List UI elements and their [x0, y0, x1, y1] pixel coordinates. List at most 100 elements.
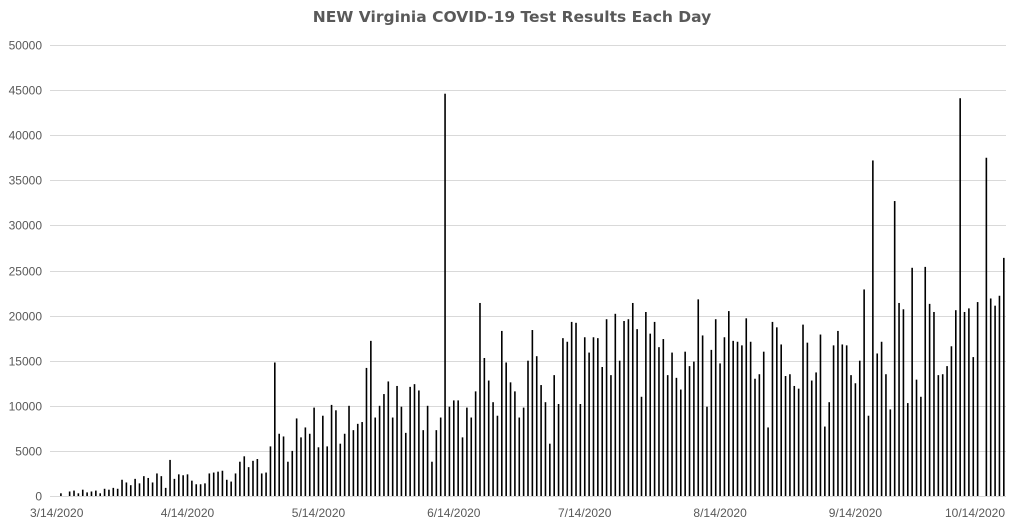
- bar: [592, 337, 595, 496]
- bar: [985, 157, 988, 496]
- bar: [793, 385, 796, 496]
- bar: [492, 402, 494, 496]
- bar: [295, 418, 298, 496]
- bar: [732, 340, 734, 496]
- bar: [845, 345, 848, 496]
- bar: [138, 483, 141, 496]
- bar: [549, 443, 551, 496]
- bar: [976, 302, 979, 496]
- bar: [575, 322, 577, 496]
- bar: [697, 299, 700, 496]
- bar: [640, 396, 643, 496]
- bar: [151, 482, 154, 496]
- bar: [217, 471, 219, 496]
- bar: [156, 473, 158, 496]
- y-tick-label: 0: [35, 490, 42, 504]
- bar: [514, 391, 516, 496]
- bar: [858, 360, 861, 496]
- bar: [955, 310, 957, 496]
- bar: [631, 302, 634, 496]
- bar: [710, 349, 713, 496]
- bar: [182, 475, 184, 496]
- bar: [776, 327, 778, 496]
- bar: [335, 410, 337, 496]
- bar: [758, 374, 761, 496]
- bar: [920, 396, 922, 496]
- bar: [291, 450, 294, 496]
- bar: [658, 347, 660, 496]
- bar: [208, 473, 211, 496]
- bar: [588, 352, 590, 496]
- bar: [378, 405, 381, 496]
- x-tick-label: 9/14/2020: [829, 506, 883, 520]
- bar: [479, 302, 481, 496]
- y-tick-label: 10000: [9, 400, 43, 414]
- bar: [579, 404, 582, 496]
- bar: [535, 356, 538, 496]
- bar: [121, 479, 123, 496]
- bar: [348, 405, 350, 496]
- bar: [317, 447, 320, 496]
- bar: [361, 422, 363, 496]
- x-axis-ticks: 3/14/2020 4/14/2020 5/14/2020 6/14/2020 7/14…: [30, 506, 1005, 520]
- bar: [339, 443, 342, 496]
- bar: [998, 295, 1001, 496]
- bar: [671, 352, 673, 496]
- bar: [439, 417, 442, 496]
- bar: [505, 362, 507, 496]
- bar: [487, 380, 490, 496]
- bar: [679, 389, 682, 496]
- chart-title: NEW Virginia COVID-19 Test Results Each …: [312, 8, 712, 26]
- bar: [693, 361, 695, 496]
- bar: [112, 487, 115, 496]
- bar: [77, 493, 80, 496]
- bar: [108, 489, 110, 496]
- bar: [103, 488, 106, 496]
- bar: [937, 375, 940, 496]
- bar: [675, 377, 678, 496]
- bar: [496, 415, 499, 496]
- bar: [1003, 257, 1005, 496]
- bar: [308, 433, 311, 496]
- bar: [444, 93, 446, 497]
- bar: [605, 319, 608, 496]
- y-tick-label: 40000: [9, 129, 43, 143]
- bar: [902, 309, 905, 496]
- bar: [893, 201, 896, 497]
- bar: [501, 330, 503, 496]
- bar: [73, 490, 75, 496]
- bar: [431, 461, 433, 496]
- bar: [274, 362, 276, 496]
- bar: [889, 409, 892, 496]
- bar: [134, 478, 136, 496]
- bar: [265, 472, 267, 496]
- bar: [867, 415, 870, 496]
- bar: [278, 433, 280, 496]
- bar: [828, 402, 831, 496]
- bar: [946, 366, 948, 496]
- bar: [880, 341, 883, 496]
- bar: [252, 460, 254, 496]
- y-tick-label: 35000: [9, 174, 43, 188]
- bar: [269, 446, 272, 496]
- bar: [876, 353, 879, 496]
- bar: [706, 406, 708, 496]
- bar: [243, 456, 246, 496]
- bar: [435, 430, 438, 496]
- bar: [601, 367, 604, 496]
- bar: [322, 415, 324, 496]
- bar: [898, 302, 900, 496]
- bar: [160, 476, 163, 496]
- bar: [260, 473, 263, 496]
- bar: [483, 357, 486, 496]
- bar: [522, 407, 525, 496]
- bar: [86, 492, 88, 496]
- y-tick-label: 45000: [9, 84, 43, 98]
- bar: [383, 394, 385, 496]
- bar: [470, 417, 473, 496]
- bar: [806, 342, 809, 496]
- bar: [950, 346, 953, 496]
- bar: [662, 339, 665, 496]
- x-tick-label: 10/14/2020: [945, 506, 1005, 520]
- bar: [736, 341, 739, 496]
